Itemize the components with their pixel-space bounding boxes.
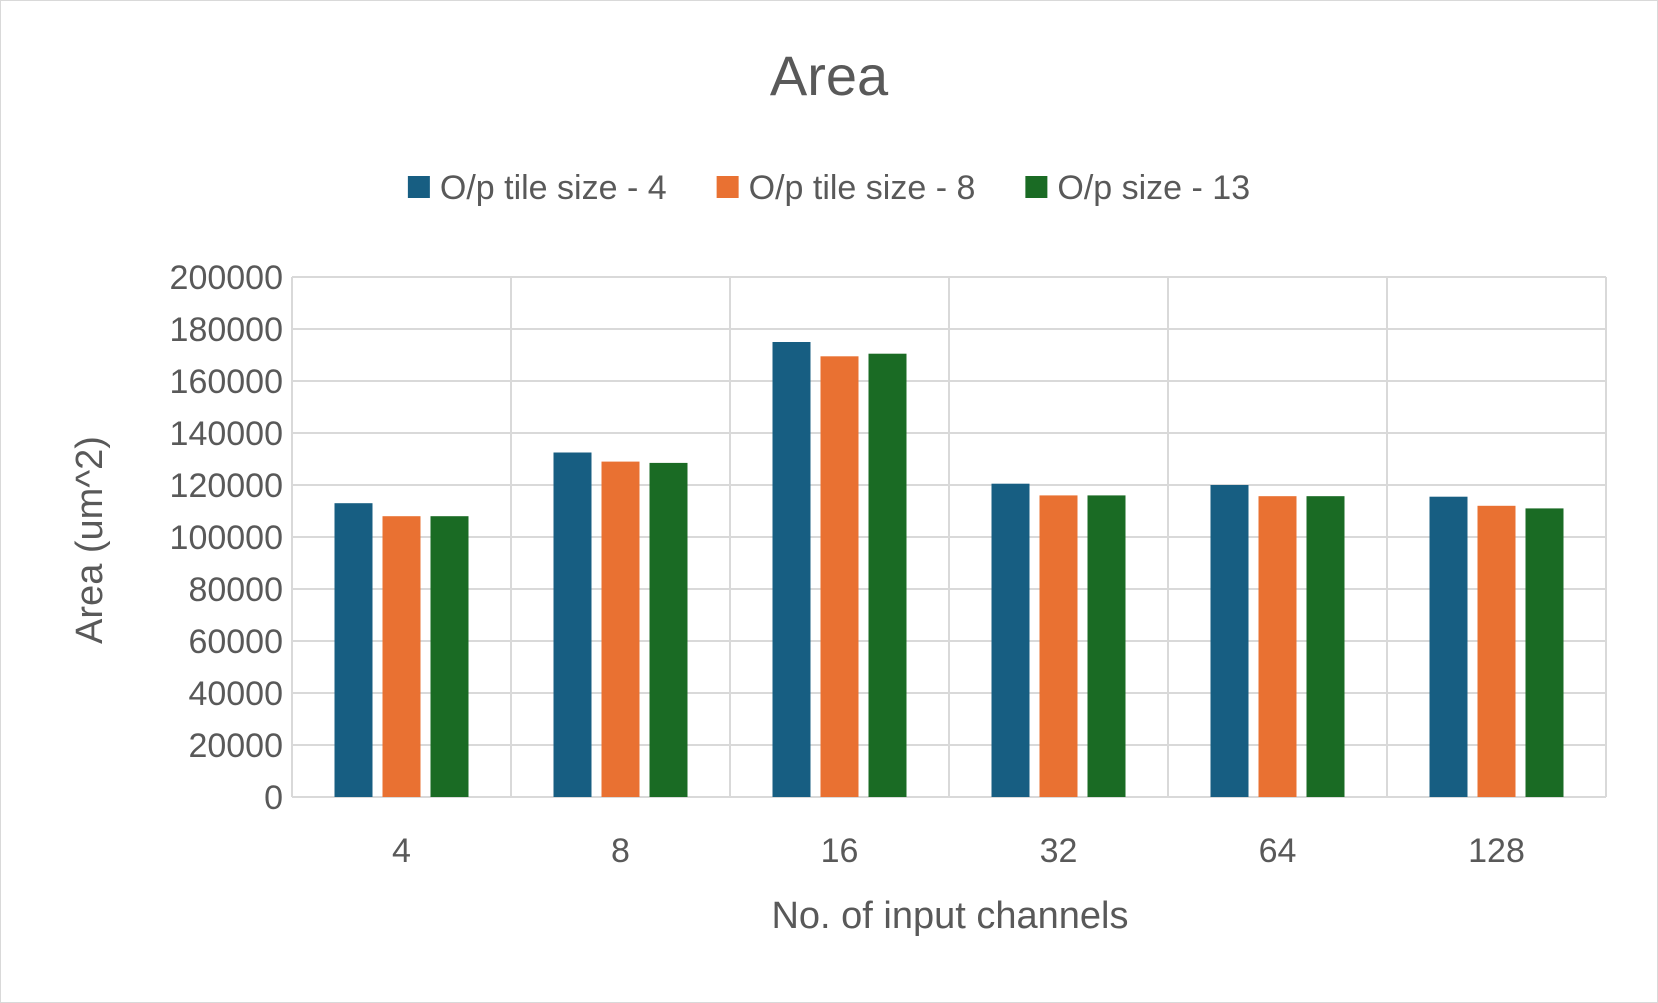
legend: O/p tile size - 4 O/p tile size - 8 O/p si… — [407, 169, 1250, 207]
bar — [382, 516, 421, 797]
bar — [1087, 495, 1126, 797]
x-tick-label: 8 — [611, 832, 630, 870]
x-tick-label: 4 — [392, 832, 411, 870]
bar — [430, 516, 469, 797]
bars — [334, 342, 1564, 797]
bar — [649, 462, 688, 797]
y-tick-label: 200000 — [170, 259, 283, 297]
y-tick-label: 60000 — [188, 623, 283, 661]
legend-label: O/p size - 13 — [1057, 169, 1250, 207]
legend-swatch — [1025, 176, 1048, 198]
x-tick-label: 32 — [1040, 832, 1078, 870]
bar — [868, 353, 907, 797]
y-axis-ticks: 0 20000 40000 60000 80000 100000 120000 140000 1… — [170, 259, 283, 817]
y-tick-label: 160000 — [170, 363, 283, 401]
bar — [553, 452, 592, 797]
x-axis-title: No. of input channels — [771, 895, 1128, 937]
bar — [772, 342, 811, 797]
chart-title: Area — [770, 44, 889, 107]
bar — [1210, 485, 1249, 797]
legend-item: O/p size - 13 — [1025, 169, 1250, 207]
bar — [1039, 495, 1078, 797]
legend-swatch — [716, 176, 739, 198]
x-axis-ticks: 4 8 16 32 64 128 — [392, 832, 1525, 870]
y-tick-label: 40000 — [188, 675, 283, 713]
gridlines — [291, 276, 1607, 798]
y-tick-label: 140000 — [170, 415, 283, 453]
bar — [334, 503, 373, 797]
y-tick-label: 80000 — [188, 571, 283, 609]
bar — [991, 483, 1030, 797]
y-axis-title: Area (um^2) — [69, 436, 111, 644]
y-tick-label: 180000 — [170, 311, 283, 349]
y-tick-label: 0 — [264, 779, 283, 817]
y-tick-label: 20000 — [188, 727, 283, 765]
x-tick-label: 128 — [1468, 832, 1525, 870]
x-tick-label: 64 — [1259, 832, 1297, 870]
bar — [1258, 496, 1297, 797]
legend-swatch — [407, 176, 430, 198]
legend-label: O/p tile size - 8 — [749, 169, 976, 207]
legend-item: O/p tile size - 4 — [407, 169, 667, 207]
y-tick-label: 100000 — [170, 519, 283, 557]
bar — [1306, 496, 1345, 797]
x-tick-label: 16 — [821, 832, 859, 870]
y-tick-label: 120000 — [170, 467, 283, 505]
bar — [601, 461, 640, 797]
bar — [820, 356, 859, 797]
bar — [1477, 505, 1516, 797]
legend-item: O/p tile size - 8 — [716, 169, 976, 207]
legend-label: O/p tile size - 4 — [440, 169, 667, 207]
bar — [1429, 496, 1468, 797]
bar — [1525, 508, 1564, 797]
